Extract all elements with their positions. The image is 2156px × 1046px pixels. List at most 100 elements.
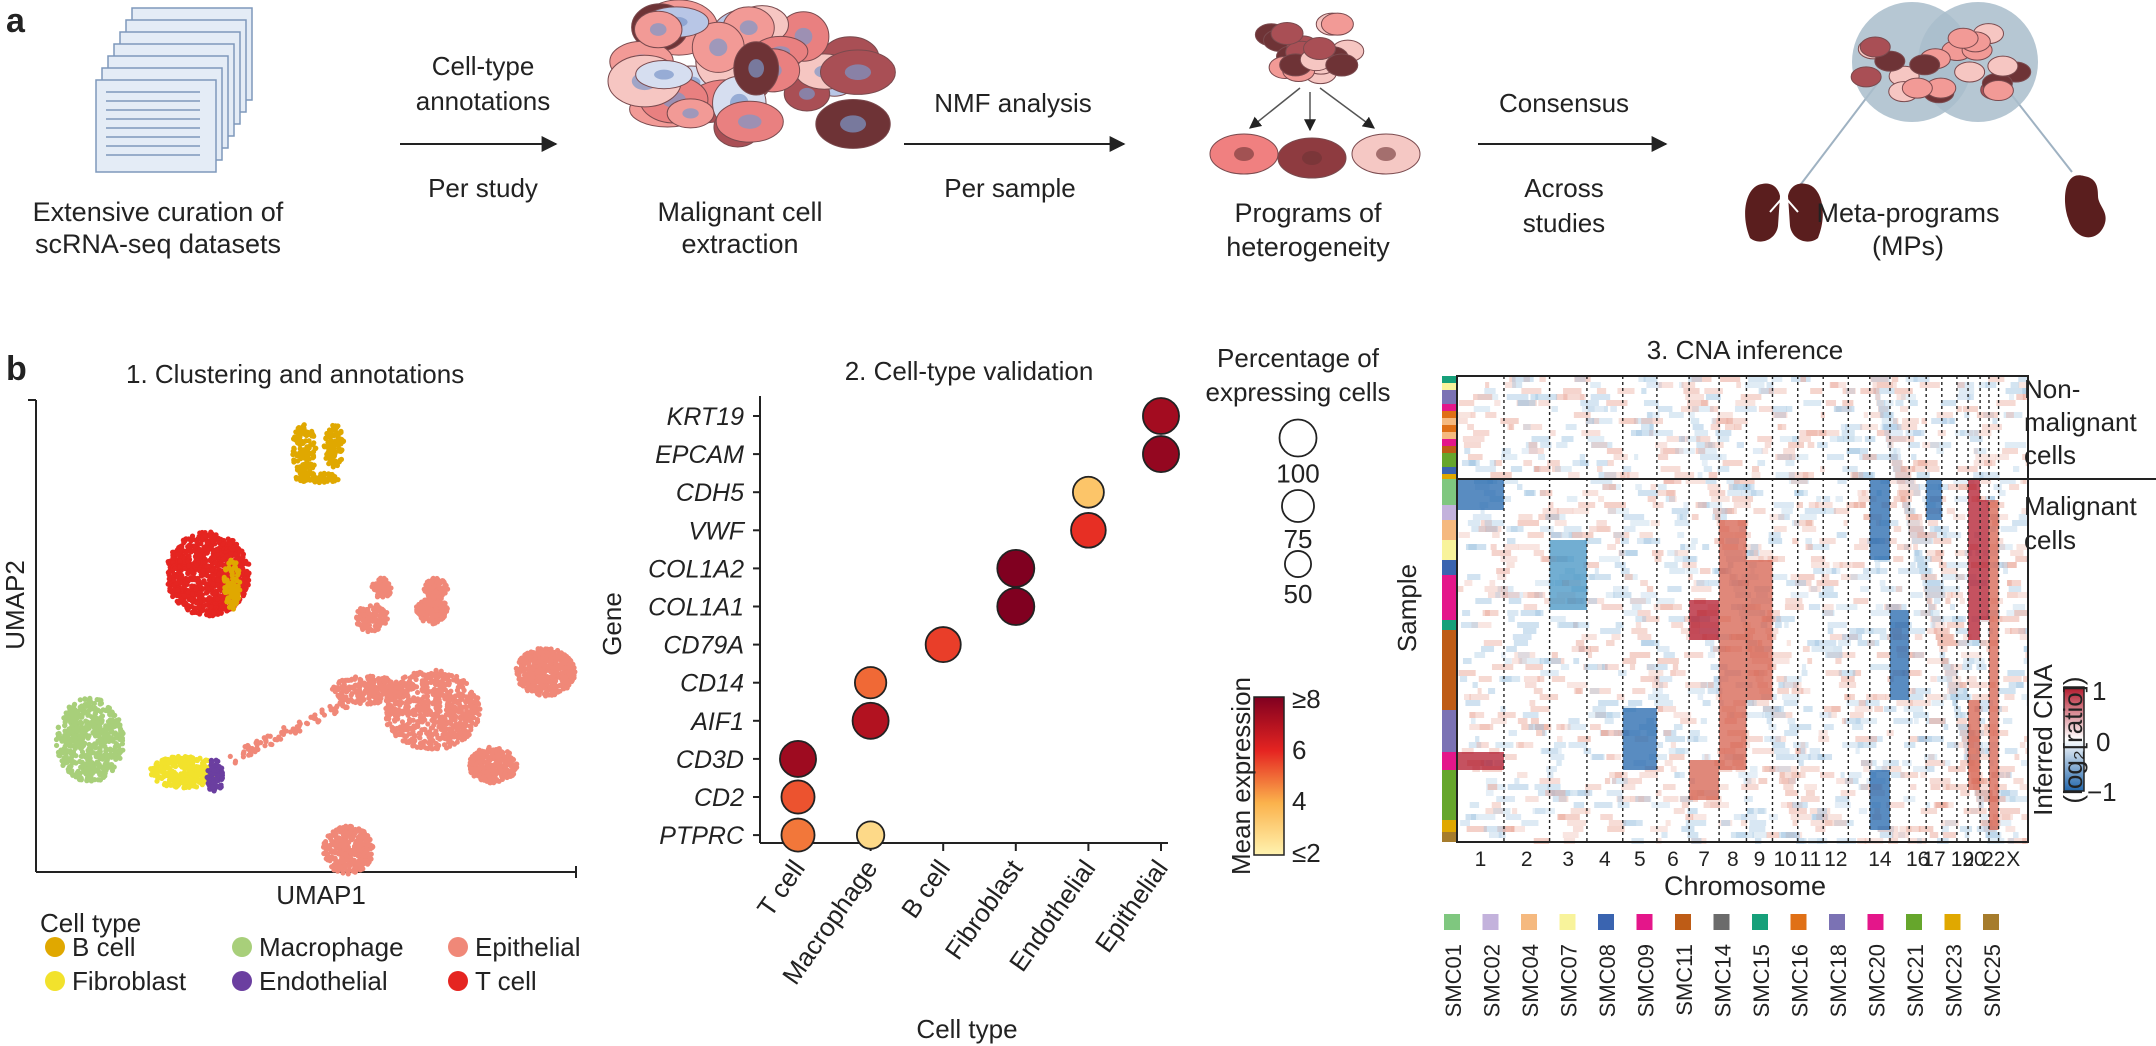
chromosome-label-19: 19 xyxy=(1951,848,1974,871)
cna-tick-1: 1 xyxy=(2092,676,2106,706)
step2-label-line2: extraction xyxy=(681,229,798,259)
sample-label-smc20: SMC20 xyxy=(1865,944,1890,1017)
dot-cd79a-b-cell xyxy=(924,626,962,664)
size-legend-label-100: 100 xyxy=(1276,459,1319,489)
size-legend-label-50: 50 xyxy=(1284,579,1313,609)
sample-color-bar xyxy=(1442,376,1457,842)
gene-label-krt19: KRT19 xyxy=(667,403,744,431)
chromosome-label-8: 8 xyxy=(1727,848,1739,871)
umap-ylabel: UMAP2 xyxy=(0,560,30,650)
sample-swatch-smc02 xyxy=(1482,914,1499,930)
sample-label-smc21: SMC21 xyxy=(1903,944,1928,1017)
sample-swatch-smc23 xyxy=(1944,914,1961,930)
sample-label-smc04: SMC04 xyxy=(1518,944,1543,1017)
chromosome-label-17: 17 xyxy=(1922,848,1945,871)
sample-label-smc11: SMC11 xyxy=(1672,944,1697,1016)
size-legend-label-75: 75 xyxy=(1284,524,1313,554)
dot-cd3d-t-cell xyxy=(779,739,817,778)
cna-title: 3. CNA inference xyxy=(1647,335,1844,365)
gene-label-col1a1: COL1A1 xyxy=(648,594,744,622)
mean-expression-colorbar xyxy=(1253,696,1285,856)
step1-label-line2: scRNA-seq datasets xyxy=(35,229,281,259)
dot-cd2-t-cell xyxy=(780,779,816,815)
gene-label-cdh5: CDH5 xyxy=(676,479,744,507)
dotplot: 2. Cell-type validation Gene Cell type K… xyxy=(597,343,1390,1044)
arrow2-bottom: Per sample xyxy=(944,173,1076,203)
cna-ylabel: Sample xyxy=(1392,564,1422,652)
sample-swatch-smc11 xyxy=(1675,914,1691,930)
step4-label-line1: Meta-programs xyxy=(1816,198,1999,228)
sample-label-smc07: SMC07 xyxy=(1557,944,1582,1017)
lungs-icon xyxy=(1745,172,1823,242)
chromosome-label-X: X xyxy=(2006,848,2020,871)
umap-legend-label-epithelial: Epithelial xyxy=(475,932,581,962)
size-legend-circle-100 xyxy=(1278,418,1318,458)
size-legend-circle-75 xyxy=(1281,489,1315,523)
chromosome-label-1: 1 xyxy=(1475,848,1487,871)
celltype-label-t-cell: T cell xyxy=(751,854,811,922)
sample-label-smc15: SMC15 xyxy=(1749,944,1774,1017)
sample-label-smc23: SMC23 xyxy=(1942,944,1967,1017)
cna-colorbar-label-line1: Inferred CNA xyxy=(2028,663,2058,815)
celltype-label-epithelial: Epithelial xyxy=(1089,854,1174,958)
umap-legend: B cell Macrophage Epithelial Fibroblast Endo… xyxy=(45,932,581,996)
umap-legend-swatch-fibroblast xyxy=(45,971,65,991)
gene-label-col1a2: COL1A2 xyxy=(648,555,744,583)
chromosome-label-7: 7 xyxy=(1698,848,1710,871)
sample-swatch-smc09 xyxy=(1636,914,1653,930)
sample-label-smc08: SMC08 xyxy=(1595,944,1620,1017)
dot-col1a2-fibroblast xyxy=(996,549,1036,588)
dot-epcam-epithelial xyxy=(1142,435,1180,474)
umap-legend-swatch-endothelial xyxy=(232,971,252,991)
dotplot-xlabel: Cell type xyxy=(916,1014,1017,1044)
dotplot-title: 2. Cell-type validation xyxy=(845,356,1094,386)
sample-swatch-smc08 xyxy=(1598,914,1614,930)
gene-label-ptprc: PTPRC xyxy=(659,822,745,850)
sample-swatch-smc18 xyxy=(1829,914,1845,930)
dot-aif1-macrophage xyxy=(851,701,890,740)
sample-swatch-smc16 xyxy=(1790,914,1807,930)
dotplot-ylabel: Gene xyxy=(597,592,627,656)
programs-icon xyxy=(1209,12,1421,179)
gene-label-vwf: VWF xyxy=(688,517,745,545)
dot-vwf-endothelial xyxy=(1070,512,1107,549)
cna-heatmap: 3. CNA inference Sample 1 2 3 4 5 6 7 8 9 10 11 12 1… xyxy=(1392,335,2156,1017)
sample-swatch-smc15 xyxy=(1752,914,1768,930)
dot-ptprc-t-cell xyxy=(780,817,816,853)
step1-label-line1: Extensive curation of xyxy=(33,197,284,227)
arrow3-top: Consensus xyxy=(1499,88,1629,118)
umap-legend-label-endothelial: Endothelial xyxy=(259,966,388,996)
umap-legend-label-b-cell: B cell xyxy=(72,932,136,962)
umap-legend-swatch-t-cell xyxy=(448,971,468,991)
sample-swatch-smc21 xyxy=(1906,914,1922,930)
mean-tick-1: 6 xyxy=(1292,735,1306,765)
chromosome-label-5: 5 xyxy=(1634,848,1646,871)
chromosome-label-12: 12 xyxy=(1824,848,1847,871)
nonmalignant-line2: malignant xyxy=(2024,407,2138,437)
cna-colorbar-label-line2: (log₂[ratio]) xyxy=(2058,676,2088,803)
chromosome-label-4: 4 xyxy=(1599,848,1611,871)
cna-tick-0: 0 xyxy=(2096,727,2110,757)
sample-legend: SMC01 SMC02 SMC04 SMC07 SMC08 SMC09 SMC11 SMC14… xyxy=(1441,914,2005,1017)
sample-label-smc16: SMC16 xyxy=(1788,944,1813,1017)
umap-legend-title: Cell type xyxy=(40,908,141,938)
step4-label-line2: (MPs) xyxy=(1872,231,1944,261)
documents-icon xyxy=(95,7,253,173)
sample-swatch-smc25 xyxy=(1983,914,1999,930)
cna-colorbar xyxy=(2063,686,2085,792)
gene-label-cd14: CD14 xyxy=(680,670,744,698)
mean-tick-2: 4 xyxy=(1292,786,1306,816)
malignant-line1: Malignant xyxy=(2024,491,2138,521)
dot-col1a1-fibroblast xyxy=(996,587,1036,626)
gene-label-cd3d: CD3D xyxy=(676,746,744,774)
sample-label-smc02: SMC02 xyxy=(1480,944,1505,1017)
dot-krt19-epithelial xyxy=(1142,397,1180,435)
celltype-label-b-cell: B cell xyxy=(895,854,956,923)
chromosome-label-14: 14 xyxy=(1868,848,1892,871)
arrow2-top: NMF analysis xyxy=(934,88,1091,118)
step3-label-line1: Programs of xyxy=(1234,198,1382,228)
kidney-icon xyxy=(2065,175,2106,238)
panel-a: a Extensive curation of scRNA-seq datase… xyxy=(6,0,2106,262)
sample-swatch-smc14 xyxy=(1713,914,1730,930)
